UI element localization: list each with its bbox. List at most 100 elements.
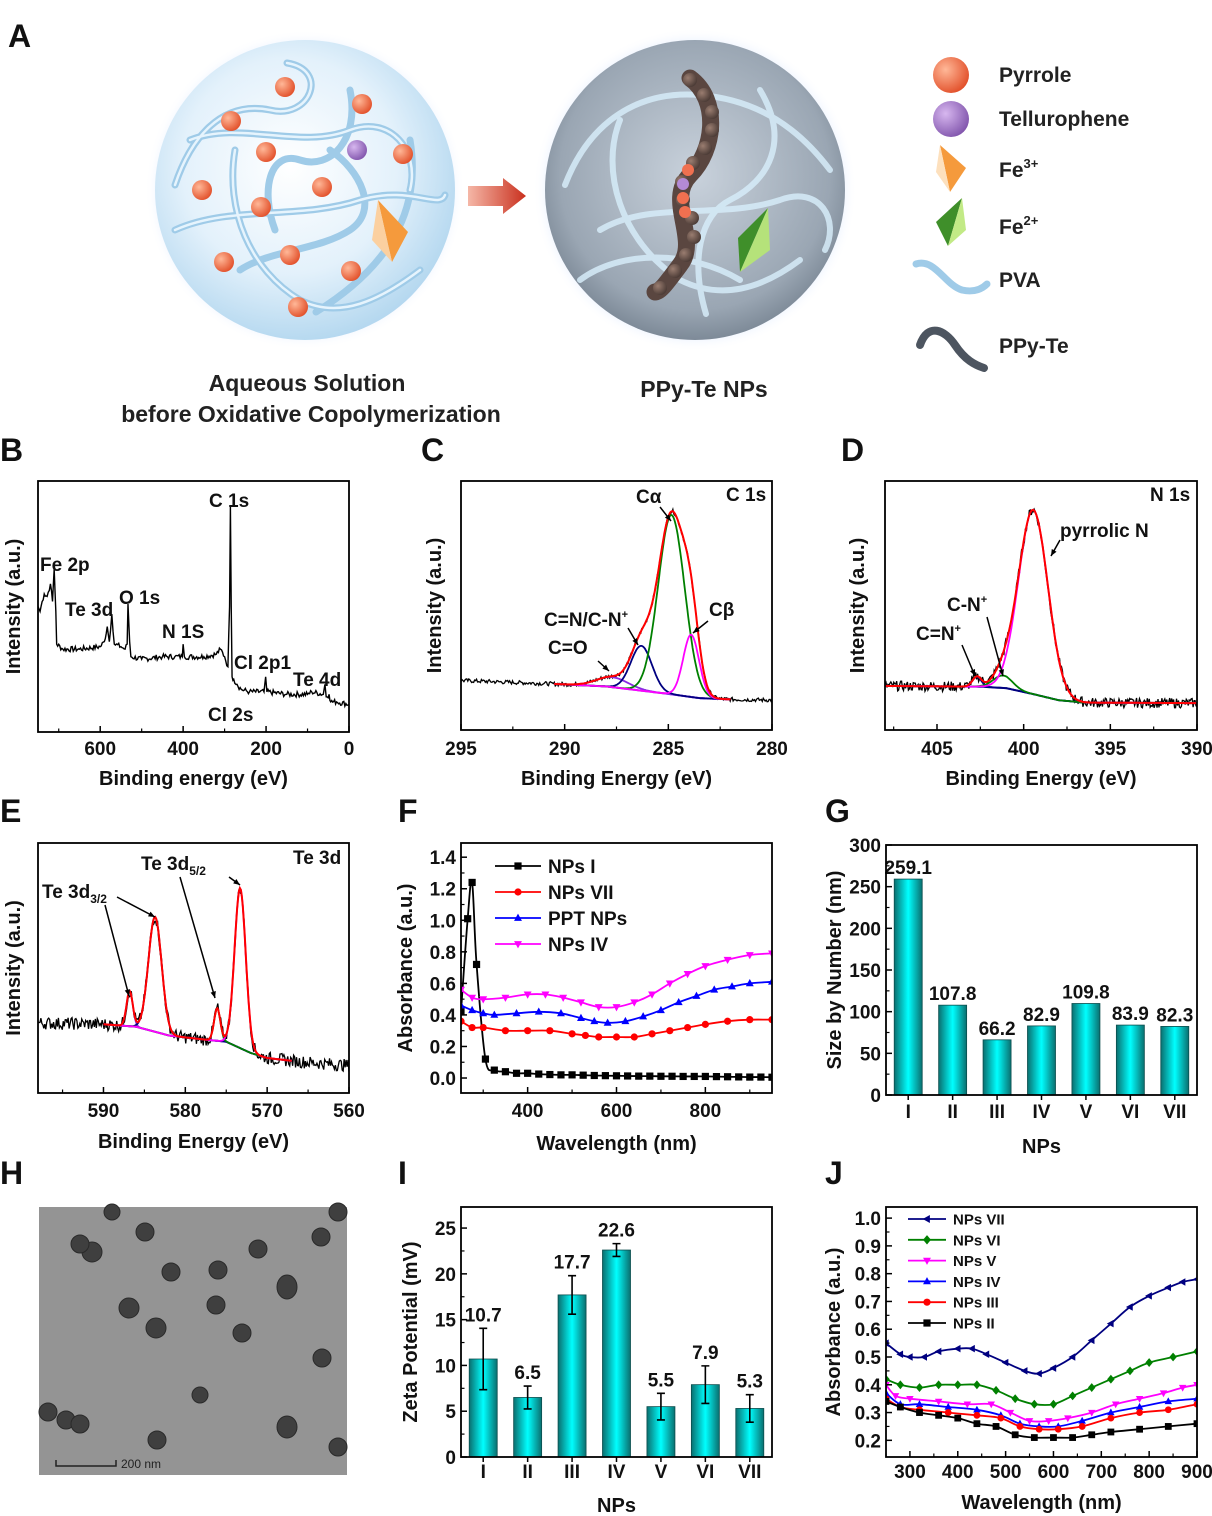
x-tick-label: 400: [1008, 739, 1040, 760]
legend-label-tellurophene: Tellurophene: [999, 108, 1129, 131]
data-point-marker: [481, 1055, 490, 1063]
legend-item: NPs I: [495, 857, 596, 878]
series-line: [461, 980, 772, 1024]
data-point-marker: [1068, 1353, 1076, 1361]
data-point-marker: [1011, 1431, 1019, 1439]
annotation-arrow-icon: [692, 620, 709, 634]
y-axis-label: Intensity (a.u.): [3, 900, 25, 1036]
legend-label: PPT NPs: [548, 909, 627, 930]
orange-sphere-icon: [933, 57, 969, 93]
data-point-marker: [944, 1402, 952, 1410]
data-point-marker: [1193, 1382, 1197, 1389]
data-point-marker: [590, 1016, 599, 1025]
bar-value-label: 107.8: [929, 984, 977, 1005]
legend-marker: [514, 941, 522, 949]
data-point-marker: [603, 1018, 612, 1026]
y-tick-label: 1.4: [430, 848, 457, 869]
data-point-marker: [635, 1072, 643, 1080]
legend-label: NPs III: [953, 1295, 999, 1312]
y-axis-label: Intensity (a.u.): [3, 539, 25, 675]
bar-value-label: 5.3: [737, 1372, 763, 1393]
x-tick-label: 295: [445, 739, 477, 760]
x-tick-label: 285: [652, 739, 684, 760]
annotation-arrow-icon: [986, 616, 1004, 677]
series-nps-vi: [886, 1347, 1197, 1409]
data-point-marker: [692, 991, 701, 999]
x-category-label: IV: [1033, 1102, 1051, 1123]
data-point-marker: [973, 1420, 981, 1428]
data-point-marker: [915, 1400, 924, 1407]
data-point-marker: [886, 1389, 890, 1396]
data-point-marker: [657, 1072, 665, 1080]
plot-area: [886, 1276, 1197, 1441]
data-point-marker: [992, 1385, 1000, 1395]
data-point-marker: [1107, 1414, 1115, 1422]
bar: [1160, 1026, 1190, 1096]
orange-pyramid-icon: [936, 145, 966, 192]
data-point-marker: [557, 1071, 565, 1079]
x-category-label: V: [655, 1462, 668, 1483]
legend-item: NPs V: [908, 1253, 996, 1270]
data-point-marker: [915, 1383, 924, 1392]
bar-group: 66.2: [979, 1019, 1016, 1096]
legend-label-pyrrole: Pyrrole: [999, 64, 1071, 87]
data-point-marker: [1016, 1423, 1024, 1430]
raw-spectrum-line: [38, 888, 349, 1073]
data-point-marker: [579, 1071, 587, 1079]
panel-label-d: D: [841, 432, 864, 468]
x-axis-label: Binding Energy (eV): [98, 1131, 289, 1153]
annotation-arrow-icon: [104, 904, 130, 997]
annotation-superscript: +: [981, 594, 987, 606]
plot-frame: [460, 1206, 773, 1458]
data-point-marker: [512, 1069, 521, 1077]
legend-item: NPs VII: [495, 883, 613, 904]
data-point-marker: [982, 1350, 990, 1358]
data-point-marker: [1107, 1374, 1115, 1384]
y-tick-label: 200: [849, 919, 881, 940]
legend-label-pva: PVA: [999, 269, 1041, 292]
x-tick-label: 0: [344, 739, 355, 760]
data-point-marker: [886, 1374, 890, 1384]
data-point-marker: [968, 1344, 975, 1353]
legend-item: NPs IV: [495, 935, 609, 956]
data-point-marker: [656, 1005, 665, 1014]
bar-value-label: 109.8: [1062, 983, 1110, 1004]
data-point-marker: [630, 999, 639, 1007]
data-point-marker: [683, 971, 692, 979]
nanoparticles: [38, 1202, 348, 1457]
legend-item: NPs VII: [908, 1212, 1005, 1229]
bar-value-label: 82.9: [1023, 1005, 1060, 1026]
fit-envelope-line: [554, 510, 731, 701]
annotation-text: C=N/C-N: [544, 610, 622, 631]
data-point-marker: [1030, 1399, 1039, 1409]
data-point-marker: [1145, 1358, 1153, 1367]
legend-label: NPs IV: [953, 1274, 1001, 1291]
fit-component-line: [885, 674, 1197, 704]
legend-marker: [923, 1319, 931, 1327]
panel-label-f: F: [398, 793, 418, 829]
data-point-marker: [1035, 1425, 1043, 1433]
series-line: [461, 952, 772, 1009]
legend-marker: [514, 913, 522, 921]
data-point-marker: [1136, 1409, 1143, 1416]
bar-group: 259.1: [884, 858, 932, 1096]
aqueous-solution-sphere: [145, 30, 465, 350]
plot-frame: [885, 844, 1198, 1096]
x-category-label: VI: [1121, 1102, 1139, 1123]
y-tick-label: 50: [860, 1044, 881, 1065]
x-axis-label: Wavelength (nm): [961, 1492, 1121, 1514]
purple-sphere-icon: [933, 101, 969, 137]
data-point-marker: [1044, 1418, 1053, 1425]
y-axis-label: Absorbance (a.u.): [395, 884, 417, 1053]
data-point-marker: [745, 979, 754, 987]
series-nps-i: [461, 878, 772, 1081]
x-tick-label: 300: [894, 1462, 926, 1483]
data-point-marker: [891, 1393, 900, 1400]
x-tick-label: 400: [167, 739, 199, 760]
annotation-text: C 1s: [209, 491, 249, 512]
data-point-marker: [461, 1001, 465, 1009]
series-ppt-nps: [461, 977, 772, 1026]
plot-frame: [885, 1206, 1198, 1458]
x-tick-label: 600: [84, 739, 116, 760]
data-point-marker: [701, 1072, 709, 1081]
